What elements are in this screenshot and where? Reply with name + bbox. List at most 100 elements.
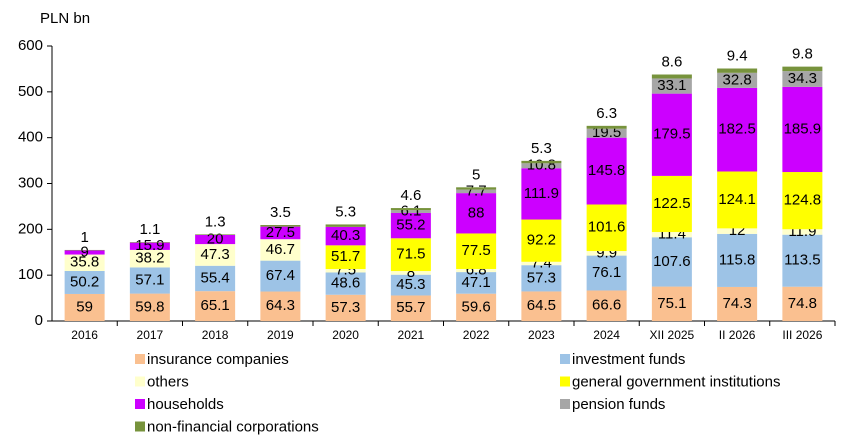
- bar-segment: [325, 226, 366, 246]
- x-tick-label: 2017: [137, 328, 164, 342]
- bar-segment: [782, 234, 823, 287]
- legend-label: general government institutions: [572, 373, 780, 390]
- data-label: 8.6: [661, 53, 682, 70]
- data-label: 74.8: [788, 295, 817, 312]
- legend-swatch: [135, 376, 145, 387]
- data-label: 5: [472, 166, 480, 183]
- data-label: 76.1: [592, 264, 621, 281]
- bar-segment: [586, 204, 627, 252]
- data-label: 35.8: [70, 254, 99, 271]
- bar-segment: [129, 293, 170, 321]
- bar-segment: [521, 291, 562, 321]
- bar-segment: [390, 274, 431, 296]
- data-label: 6.3: [596, 105, 617, 122]
- bar-segment: [325, 272, 366, 295]
- x-tick-label: 2016: [71, 328, 98, 342]
- data-label: 3.5: [270, 204, 291, 221]
- bar-segment: [782, 71, 823, 87]
- bar-segment: [260, 226, 301, 240]
- data-label: 57.1: [135, 271, 164, 288]
- data-label: 59.8: [135, 298, 164, 315]
- data-label: 47.1: [462, 274, 491, 291]
- data-label: 9: [80, 243, 88, 260]
- bar-segment: [651, 78, 692, 94]
- bar-segment: [195, 234, 236, 235]
- x-tick-label: 2022: [463, 328, 490, 342]
- bar-segment: [651, 74, 692, 79]
- bar-segment: [64, 250, 105, 255]
- bar-segment: [195, 234, 236, 245]
- bar-segment: [195, 291, 236, 321]
- bar-segment: [782, 229, 823, 235]
- data-label: 124.8: [784, 192, 822, 209]
- data-label: 124.1: [718, 191, 756, 208]
- bar-segment: [521, 163, 562, 169]
- data-label: 45.3: [396, 276, 425, 293]
- bar-segment: [586, 125, 627, 129]
- bar-segment: [129, 242, 170, 250]
- data-label: 92.2: [527, 232, 556, 249]
- bar-segment: [195, 265, 236, 292]
- bar-segment: [64, 293, 105, 321]
- data-label: 9.8: [792, 46, 813, 63]
- bar-segment: [782, 172, 823, 230]
- bar-segment: [521, 160, 562, 164]
- x-tick-label: III 2026: [782, 328, 822, 342]
- data-label: 4.6: [400, 187, 421, 204]
- data-label: 40.3: [331, 227, 360, 244]
- bar-segment: [390, 210, 431, 213]
- data-label: 71.5: [396, 246, 425, 263]
- bar-segment: [325, 224, 366, 227]
- bar-segment: [456, 193, 497, 234]
- data-label: 10.8: [527, 157, 556, 174]
- x-tick-label: 2024: [593, 328, 620, 342]
- y-tick-label: 0: [35, 312, 43, 329]
- x-tick-label: 2019: [267, 328, 294, 342]
- bar-segment: [782, 286, 823, 321]
- data-label: 55.4: [201, 269, 230, 286]
- bar-segment: [586, 251, 627, 256]
- legend-label: households: [147, 396, 224, 413]
- x-tick-label: 2021: [398, 328, 425, 342]
- data-label: 1.3: [205, 213, 226, 230]
- bar-segment: [717, 87, 758, 172]
- data-label: 74.3: [723, 295, 752, 312]
- bar-segment: [651, 237, 692, 287]
- legend-swatch: [560, 399, 570, 409]
- bar-segment: [717, 286, 758, 321]
- data-label: 122.5: [653, 195, 691, 212]
- data-label: 185.9: [784, 120, 822, 137]
- x-tick-label: II 2026: [719, 328, 756, 342]
- data-label: 27.5: [266, 224, 295, 241]
- bar-segment: [521, 261, 562, 266]
- data-label: 7.7: [466, 182, 487, 199]
- data-label: 145.8: [588, 162, 626, 179]
- bar-segment: [586, 128, 627, 138]
- bar-segment: [129, 249, 170, 268]
- data-label: 59: [76, 298, 93, 315]
- data-label: 65.1: [201, 297, 230, 314]
- bar-segment: [521, 168, 562, 220]
- data-label: 5.3: [335, 203, 356, 220]
- data-label: 113.5: [784, 252, 820, 269]
- y-tick-label: 200: [18, 220, 43, 237]
- legend-label: others: [147, 373, 189, 390]
- data-label: 66.6: [592, 297, 621, 314]
- bar-segment: [390, 295, 431, 321]
- bar-segment: [390, 212, 431, 239]
- bar-segment: [456, 189, 497, 194]
- data-label: 8: [407, 264, 415, 281]
- bar-segment: [586, 137, 627, 205]
- bar-segment: [717, 68, 758, 73]
- data-label: 6.1: [400, 203, 421, 220]
- data-label: 50.2: [70, 273, 99, 290]
- data-label: 15.9: [135, 237, 164, 254]
- data-label: 5.3: [531, 140, 552, 157]
- bar-segment: [651, 175, 692, 233]
- data-label: 101.6: [588, 219, 626, 236]
- x-tick-label: 2020: [332, 328, 359, 342]
- data-label: 38.2: [135, 250, 164, 267]
- data-label: 33.1: [657, 77, 686, 94]
- data-label: 67.4: [266, 267, 295, 284]
- data-label: 32.8: [723, 71, 752, 88]
